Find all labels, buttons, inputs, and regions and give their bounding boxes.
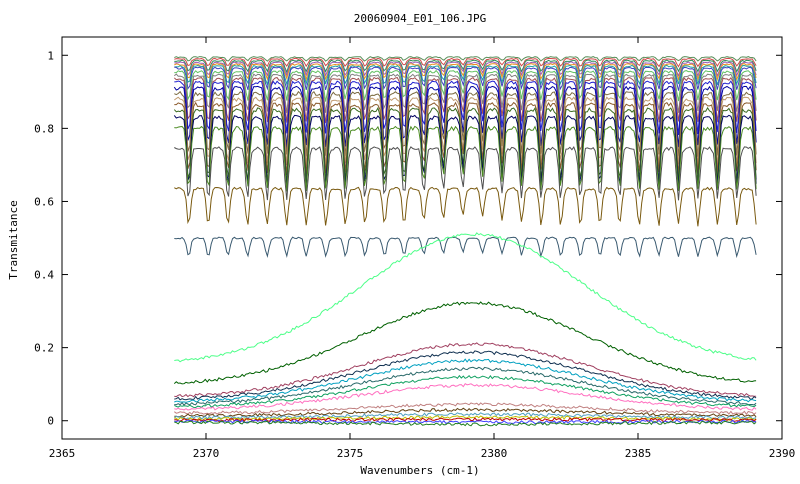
spectrum-line (174, 101, 757, 176)
spectrum-line (173, 301, 757, 385)
spectrum-line (174, 146, 757, 201)
x-tick-label: 2365 (49, 447, 76, 460)
spectrum-line (174, 419, 757, 425)
axes: 2365 2370 2375 2380 2385 2390 0 0.2 0.4 0.6 0.8 1 (34, 36, 796, 460)
y-tick-label: 1 (47, 49, 54, 62)
spectrum-line (174, 90, 757, 157)
spectrum-line (174, 358, 757, 403)
x-axis-label: Wavenumbers (cm-1) (360, 464, 479, 477)
spectrum-line (174, 59, 757, 74)
spectrum-line (174, 350, 757, 401)
spectrum-line (173, 73, 757, 114)
spectrum-line (174, 56, 757, 62)
spectrum-line (174, 232, 757, 363)
spectrum-line (174, 64, 757, 87)
y-tick-label: 0.8 (34, 122, 54, 135)
y-axis-label: Transmitance (7, 200, 20, 279)
spectrum-line (174, 236, 757, 259)
spectrum-line (174, 366, 757, 406)
plot-frame (61, 36, 783, 440)
spectrum-line (174, 402, 757, 416)
spectrum-line (174, 186, 757, 227)
spectrum-line (173, 412, 757, 420)
spectrum-line (174, 383, 757, 411)
y-tick-label: 0.2 (34, 342, 54, 355)
y-tick-label: 0.4 (34, 269, 54, 282)
spectrum-line (174, 66, 757, 91)
x-tick-label: 2385 (625, 447, 652, 460)
y-tick-label: 0 (47, 415, 54, 428)
x-tick-label: 2370 (193, 447, 220, 460)
x-tick-label: 2390 (769, 447, 796, 460)
spectrum-line (174, 69, 757, 102)
x-tick-label: 2380 (481, 447, 508, 460)
spectrum-line (174, 420, 757, 427)
spectrum-line (174, 374, 757, 409)
spectrum-line (174, 63, 757, 82)
chart-title: 20060904_E01_106.JPG (354, 12, 486, 25)
plot-area (173, 56, 757, 427)
y-tick-label: 0.6 (34, 195, 54, 208)
x-tick-label: 2375 (337, 447, 364, 460)
spectrum-line (174, 61, 757, 78)
spectrum-line (174, 417, 757, 423)
spectrum-line (174, 125, 757, 192)
spectrum-line (174, 57, 757, 68)
spectrum-line (174, 80, 757, 136)
spectrum-line (173, 85, 757, 148)
spectrum-line (173, 76, 757, 124)
spectrum-line (174, 342, 757, 398)
